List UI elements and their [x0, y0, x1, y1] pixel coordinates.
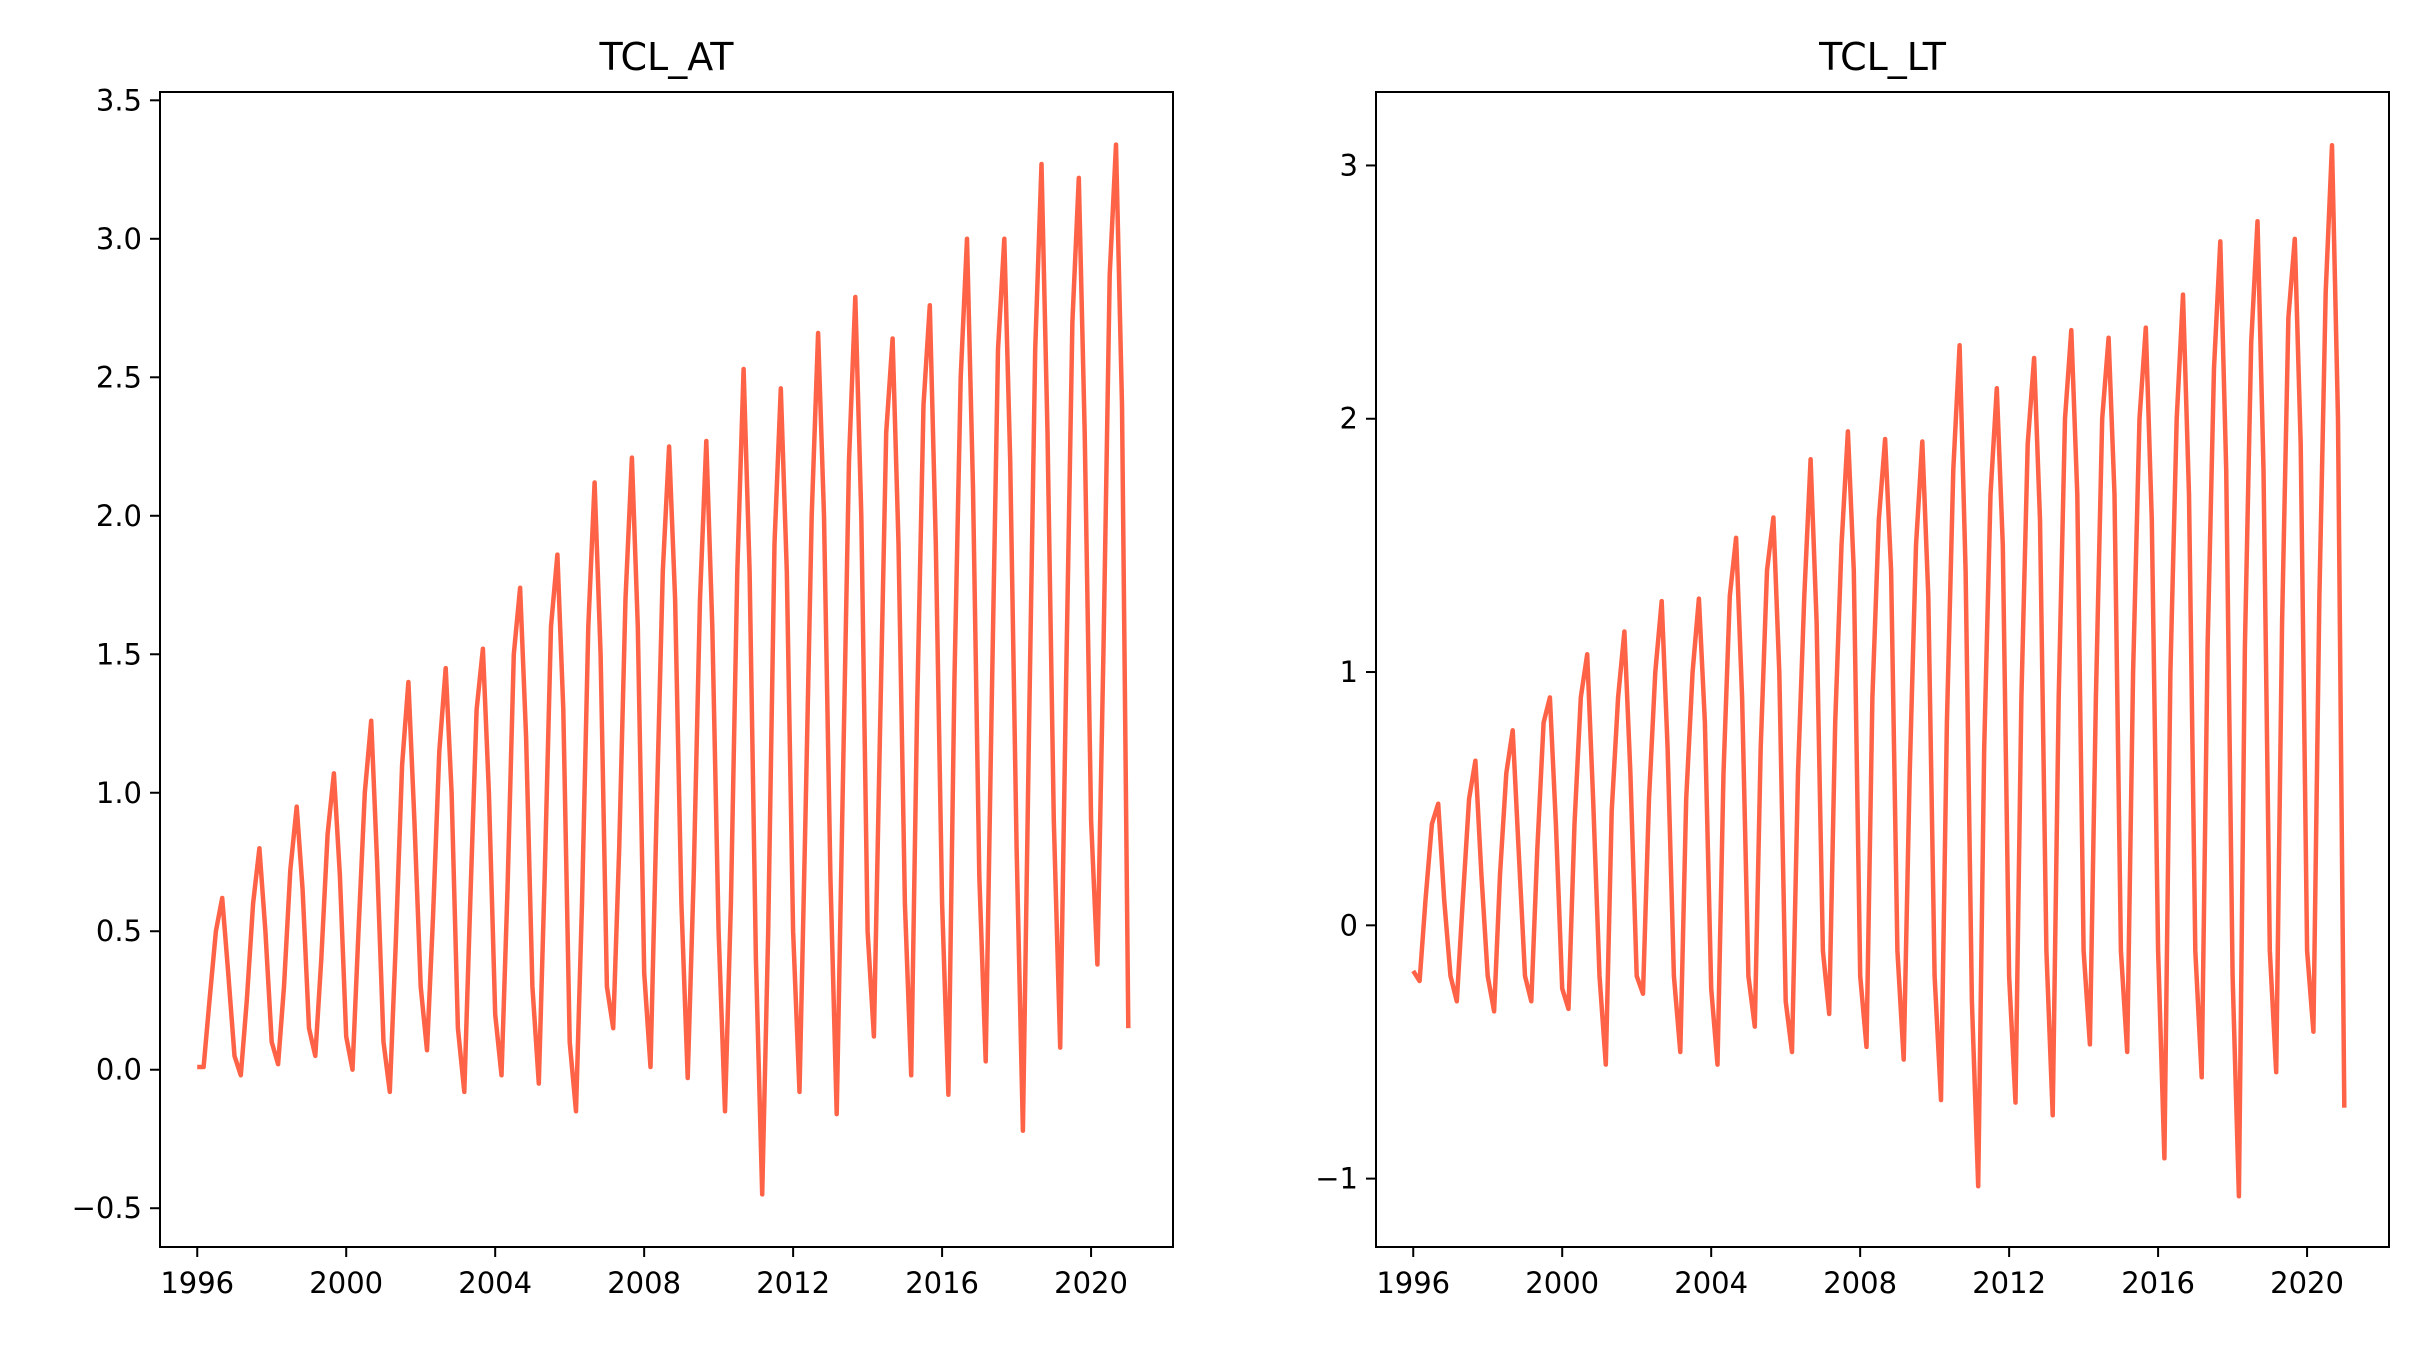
y-tick-label: 0 — [1340, 908, 1358, 942]
x-tick-label: 1996 — [160, 1266, 234, 1300]
x-axis: 1996 2000 2004 2008 2012 2016 2020 — [160, 1247, 1128, 1300]
y-tick-label: 3 — [1340, 148, 1358, 182]
y-tick-label: −1 — [1315, 1162, 1358, 1196]
plot-area — [1375, 91, 2390, 1248]
chart-title: TCL_AT — [599, 35, 735, 79]
y-tick-label: −0.5 — [72, 1191, 142, 1225]
plot-area — [159, 91, 1174, 1248]
x-tick-label: 2016 — [905, 1266, 979, 1300]
y-tick-label: 0.0 — [96, 1053, 142, 1087]
x-tick-label: 2020 — [2270, 1266, 2344, 1300]
y-tick-label: 3.5 — [96, 83, 142, 117]
x-tick-label: 2020 — [1054, 1266, 1128, 1300]
series-line — [197, 142, 1131, 1197]
x-axis: 1996 2000 2004 2008 2012 2016 2020 — [1376, 1247, 2344, 1300]
y-tick-label: 2.0 — [96, 499, 142, 533]
x-tick-label: 2008 — [1823, 1266, 1897, 1300]
y-tick-label: 0.5 — [96, 914, 142, 948]
plot-frame — [159, 91, 1174, 1248]
x-tick-label: 2012 — [756, 1266, 830, 1300]
x-tick-label: 2004 — [458, 1266, 532, 1300]
y-tick-label: 1 — [1340, 655, 1358, 689]
x-tick-label: 2012 — [1972, 1266, 2046, 1300]
y-axis: −0.5 0.0 0.5 1.0 1.5 2.0 2.5 3.0 3.5 — [72, 83, 160, 1225]
plot-frame — [1375, 91, 2390, 1248]
x-tick-label: 1996 — [1376, 1266, 1450, 1300]
y-tick-label: 2 — [1340, 402, 1358, 436]
y-tick-label: 3.0 — [96, 222, 142, 256]
y-tick-label: 1.0 — [96, 776, 142, 810]
chart-title: TCL_LT — [1818, 35, 1947, 79]
x-tick-label: 2000 — [309, 1266, 383, 1300]
x-tick-label: 2008 — [607, 1266, 681, 1300]
series-line — [1411, 142, 2347, 1199]
x-tick-label: 2000 — [1525, 1266, 1599, 1300]
tcl-lt-chart: TCL_LT 1996 2000 2004 2008 2012 2016 2020 −1 0 1… — [1315, 35, 2390, 1300]
y-tick-label: 1.5 — [96, 637, 142, 671]
y-tick-label: 2.5 — [96, 360, 142, 394]
x-tick-label: 2004 — [1674, 1266, 1748, 1300]
tcl-at-chart: TCL_AT 1996 2000 2004 2008 2012 2016 2020 −0.5… — [72, 35, 1174, 1300]
x-tick-label: 2016 — [2121, 1266, 2195, 1300]
y-axis: −1 0 1 2 3 — [1315, 148, 1376, 1196]
